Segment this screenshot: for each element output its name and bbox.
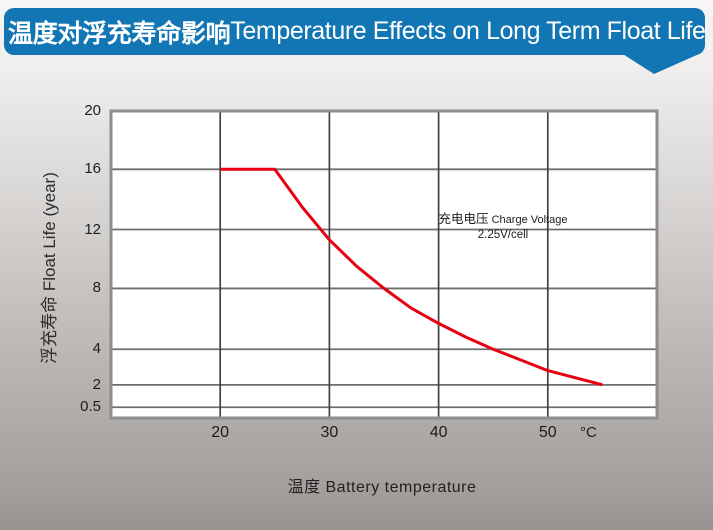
y-tick-4: 4	[92, 340, 101, 358]
annotation-en: Charge Voltage	[491, 214, 568, 226]
title-banner: 温度对浮充寿命影响 Temperature Effects on Long Ter…	[4, 8, 706, 55]
x-tick-50: 50	[538, 424, 557, 441]
annotation-cn: 充电电压	[438, 212, 489, 226]
banner-title-cn: 温度对浮充寿命影响	[8, 19, 231, 48]
annotation-value: 2.25V/cell	[477, 229, 529, 241]
chart-area: 20 16 12 8 4 2 0.5 20 30 40 50 °C 浮充寿命 Float Life (…	[0, 60, 713, 530]
y-tick-2: 2	[92, 375, 101, 393]
charge-voltage-annotation: 充电电压 Charge Voltage 2.25V/cell	[393, 211, 613, 243]
x-tick-20: 20	[211, 424, 230, 441]
title-banner-tail-icon	[615, 49, 699, 74]
x-tick-40: 40	[429, 424, 448, 441]
banner-title-en: Temperature Effects on Long Term Float L…	[230, 17, 706, 45]
annotation-line1: 充电电压 Charge Voltage	[393, 211, 613, 228]
x-axis-title: 温度 Battery temperature	[287, 479, 477, 496]
y-axis-title: 浮充寿命 Float Life (year)	[40, 172, 59, 364]
annotation-en-wrap: Charge Voltage	[489, 214, 568, 226]
y-tick-12: 12	[84, 220, 101, 238]
series-float-life-vs-temperature	[220, 167, 603, 387]
y-tick-8: 8	[92, 279, 101, 297]
float-life-plot	[109, 109, 659, 420]
y-tick-16: 16	[84, 160, 101, 178]
x-tick-30: 30	[320, 424, 339, 441]
plot-frame	[109, 109, 659, 420]
y-tick-20: 20	[84, 102, 101, 119]
x-axis-unit: °C	[580, 424, 597, 441]
plot-background	[111, 111, 657, 418]
y-tick-0.5: 0.5	[80, 398, 101, 416]
